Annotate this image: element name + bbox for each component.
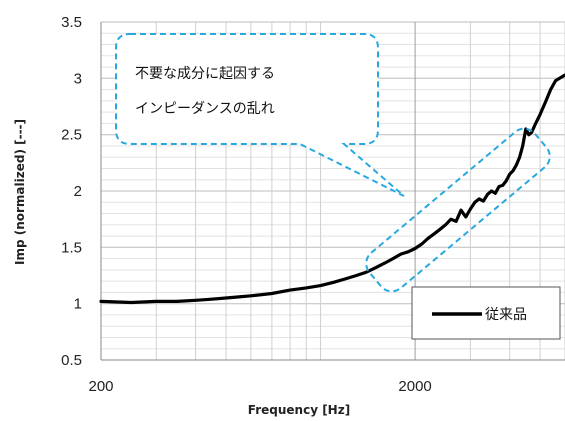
y-tick-label: 2 — [74, 183, 82, 200]
y-tick-label: 1.5 — [61, 239, 82, 256]
y-tick-label: 3.5 — [61, 14, 82, 31]
series-line — [99, 73, 565, 305]
legend: 従来品 — [411, 286, 561, 340]
annotation-line-2: インピーダンスの乱れ — [135, 101, 275, 117]
highlight-region — [365, 127, 551, 293]
series-layer — [99, 73, 565, 305]
y-tick-label: 3 — [74, 70, 82, 87]
x-tick-label: 2000 — [398, 378, 431, 395]
annotation-line-1: 不要な成分に起因する — [135, 66, 275, 82]
legend-label: 従来品 — [485, 307, 527, 323]
x-tick-label: 200 — [88, 378, 113, 395]
y-tick-label: 1 — [74, 296, 82, 313]
y-axis-title: Imp (normalized) [---] — [13, 119, 27, 265]
annotation-bubble — [115, 33, 405, 197]
x-tick-labels: 200 2000 — [88, 378, 431, 395]
x-axis-title: Frequency [Hz] — [248, 403, 350, 417]
y-tick-labels: 3.5 3 2.5 2 1.5 1 0.5 — [61, 14, 82, 369]
y-tick-label: 2.5 — [61, 127, 82, 144]
y-tick-label: 0.5 — [61, 352, 82, 369]
annotation-callout: 不要な成分に起因する インピーダンスの乱れ — [115, 33, 551, 293]
